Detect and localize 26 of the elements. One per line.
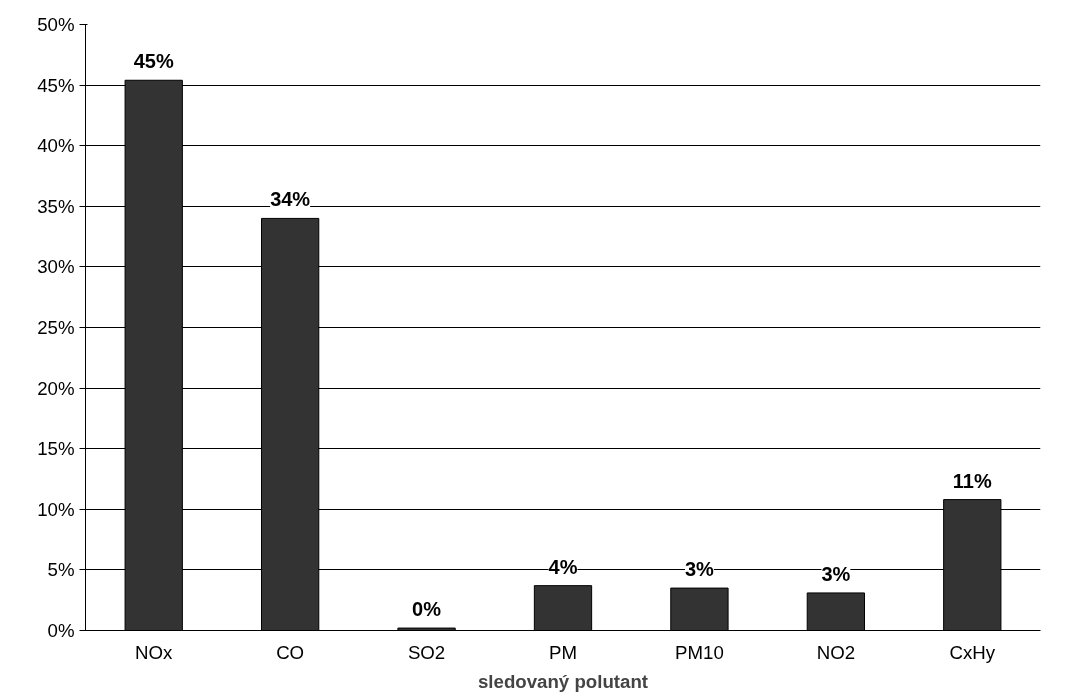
- data-label: 0%: [412, 598, 442, 621]
- y-tick-label: 45%: [37, 74, 75, 96]
- y-tick-label: 15%: [37, 438, 75, 460]
- y-tick-label: 0%: [47, 620, 75, 641]
- x-tick-label: PM: [549, 641, 577, 663]
- x-tick-label: NOx: [135, 641, 174, 663]
- data-label: 3%: [821, 562, 851, 585]
- data-label: 11%: [952, 469, 992, 492]
- y-tick-label: 10%: [37, 498, 75, 520]
- y-tick-label: 5%: [47, 559, 75, 581]
- data-label: 45%: [133, 50, 174, 73]
- y-tick-label: 25%: [37, 317, 75, 338]
- x-tick-label: CxHy: [949, 641, 996, 663]
- data-label: 34%: [270, 188, 311, 211]
- x-tick-label: NO2: [816, 641, 856, 663]
- x-tick-label: CO: [276, 641, 305, 663]
- x-tick-label: SO2: [407, 641, 446, 663]
- x-axis-title: sledovaný polutant: [478, 670, 649, 692]
- y-tick-label: 40%: [37, 135, 75, 157]
- y-tick-label: 50%: [37, 14, 75, 35]
- data-label: 4%: [548, 555, 578, 578]
- y-tick-label: 30%: [37, 256, 75, 278]
- data-label: 3%: [684, 558, 715, 581]
- x-tick-label: PM10: [675, 641, 724, 663]
- y-tick-label: 35%: [37, 195, 75, 217]
- y-tick-label: 20%: [37, 377, 75, 399]
